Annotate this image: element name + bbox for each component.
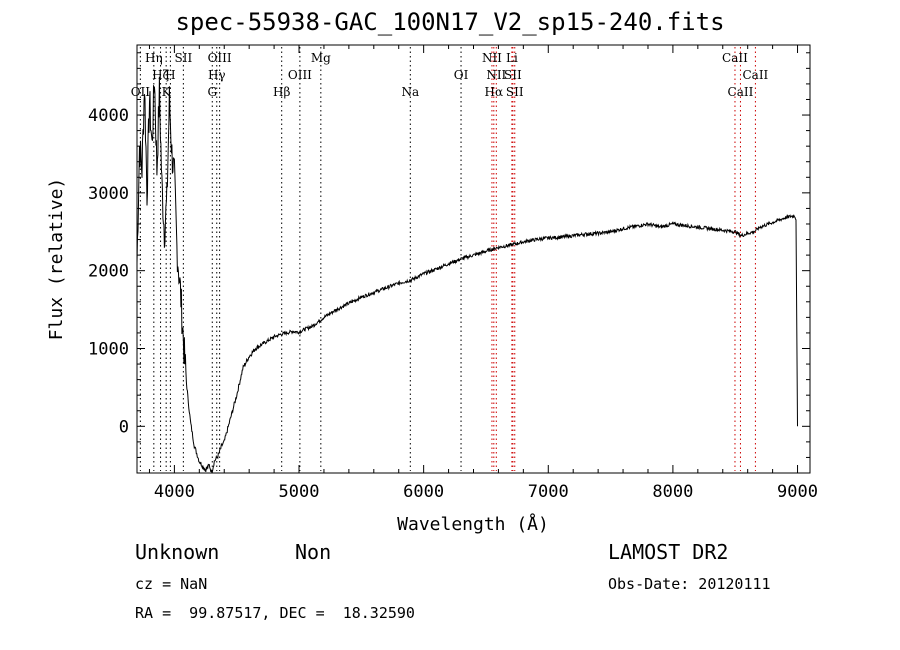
subclass-label: Non xyxy=(295,540,332,564)
obs-date-label: Obs-Date: 20120111 xyxy=(608,575,771,593)
y-tick-label: 4000 xyxy=(88,106,129,126)
x-tick-label: 7000 xyxy=(528,482,569,502)
line-marker-label: Hη xyxy=(145,51,163,65)
line-marker-label: Li xyxy=(506,51,518,65)
line-marker-label: Mg xyxy=(311,51,331,65)
cz-label: cz = NaN xyxy=(135,575,208,593)
line-marker-label: OII xyxy=(131,85,151,99)
line-marker-label: G xyxy=(207,85,217,99)
y-tick-label: 2000 xyxy=(88,262,129,282)
x-axis-label: Wavelength (Å) xyxy=(397,513,549,535)
line-marker-label: OIII xyxy=(288,68,312,82)
x-axis-ticks: 4000 5000 6000 7000 8000 9000 xyxy=(148,45,818,502)
y-tick-label: 1000 xyxy=(88,339,129,359)
chart-title: spec-55938-GAC_100N17_V2_sp15-240.fits xyxy=(175,8,725,36)
line-marker-label: SII xyxy=(175,51,193,65)
survey-label: LAMOST DR2 xyxy=(608,540,729,564)
line-marker-label: Na xyxy=(401,85,419,99)
line-marker-label: CaII xyxy=(742,68,768,82)
line-marker-label: Hζ xyxy=(152,68,169,82)
line-marker-label: NII xyxy=(486,68,506,82)
coords-label: RA = 99.87517, DEC = 18.32590 xyxy=(135,604,415,622)
x-tick-label: 9000 xyxy=(777,482,818,502)
x-tick-label: 6000 xyxy=(403,482,444,502)
line-marker-label: SII xyxy=(506,85,524,99)
line-marker-label: H xyxy=(165,68,175,82)
x-tick-label: 4000 xyxy=(154,482,195,502)
line-marker-label: K xyxy=(162,85,172,99)
plot-frame xyxy=(136,44,811,474)
class-label: Unknown xyxy=(135,540,220,564)
line-marker-label: Hβ xyxy=(273,85,290,99)
line-marker-label: OI xyxy=(454,68,469,82)
y-tick-label: 0 xyxy=(119,417,129,437)
line-marker-label: Hγ xyxy=(208,68,226,82)
spectrum-series xyxy=(136,76,798,473)
spectrum-line xyxy=(136,76,798,473)
y-axis-ticks: 0 1000 2000 3000 4000 xyxy=(88,52,810,458)
line-marker-label: OIII xyxy=(208,51,232,65)
x-tick-label: 5000 xyxy=(279,482,320,502)
line-marker-label: CaII xyxy=(728,85,754,99)
line-marker-label: NII xyxy=(482,51,502,65)
y-tick-label: 3000 xyxy=(88,184,129,204)
line-marker-label: Hα xyxy=(485,85,504,99)
x-tick-label: 8000 xyxy=(652,482,693,502)
line-marker-label: SII xyxy=(504,68,522,82)
emission-line-markers xyxy=(139,47,756,471)
line-marker-label: CaII xyxy=(722,51,748,65)
y-axis-label: Flux (relative) xyxy=(46,178,67,341)
